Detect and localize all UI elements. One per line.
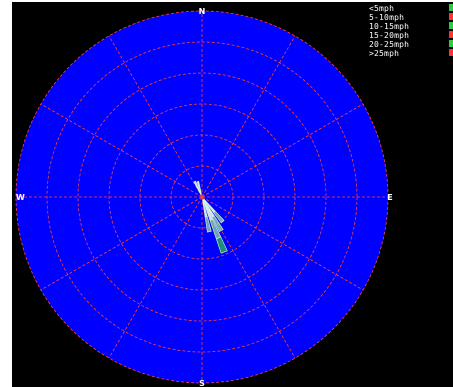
petal-2-bin-1 bbox=[204, 216, 212, 233]
petal-0-bin-2 bbox=[215, 236, 228, 254]
petal-5-bin-0 bbox=[196, 180, 202, 195]
legend: <5mph 5-10mph 10-15mph 15-20mph 20-25mph… bbox=[364, 2, 453, 80]
legend-item-2: 10-15mph bbox=[369, 22, 409, 31]
legend-swatch-1 bbox=[449, 13, 453, 20]
legend-item-4: 20-25mph bbox=[369, 40, 409, 49]
plot-area: N E S W <5mph 5-10mph 10-15mph 15-20mph … bbox=[12, 2, 453, 387]
sector-lines bbox=[16, 11, 388, 383]
sector-line-2 bbox=[201, 103, 364, 198]
legend-swatch-5 bbox=[449, 49, 453, 56]
wind-petals bbox=[193, 180, 228, 254]
legend-item-3: 15-20mph bbox=[369, 31, 409, 40]
legend-swatch-4 bbox=[449, 40, 453, 47]
legend-item-5: >25mph bbox=[369, 49, 399, 58]
sector-line-1 bbox=[201, 35, 296, 198]
legend-item-0: <5mph bbox=[369, 4, 394, 13]
compass-label-w: W bbox=[16, 193, 25, 202]
radial-ring-4 bbox=[77, 72, 327, 322]
legend-item-1: 5-10mph bbox=[369, 13, 404, 22]
petal-1-bin-1 bbox=[211, 215, 224, 233]
legend-background bbox=[364, 2, 453, 80]
legend-swatches bbox=[449, 4, 453, 56]
legend-swatch-2 bbox=[449, 22, 453, 29]
sector-line-11 bbox=[108, 35, 203, 198]
legend-swatch-3 bbox=[449, 31, 453, 38]
compass-label-e: E bbox=[387, 193, 392, 202]
petal-3-bin-1 bbox=[213, 210, 225, 224]
petal-4-bin-0 bbox=[193, 180, 202, 195]
sector-line-8 bbox=[40, 196, 203, 291]
compass-label-n: N bbox=[199, 7, 206, 16]
sector-line-7 bbox=[108, 196, 203, 359]
wind-rose-svg: N E S W <5mph 5-10mph 10-15mph 15-20mph … bbox=[12, 2, 453, 387]
sector-line-4 bbox=[201, 196, 364, 291]
legend-swatch-0 bbox=[449, 4, 453, 11]
sector-line-10 bbox=[40, 103, 203, 198]
compass-label-s: S bbox=[199, 379, 205, 387]
